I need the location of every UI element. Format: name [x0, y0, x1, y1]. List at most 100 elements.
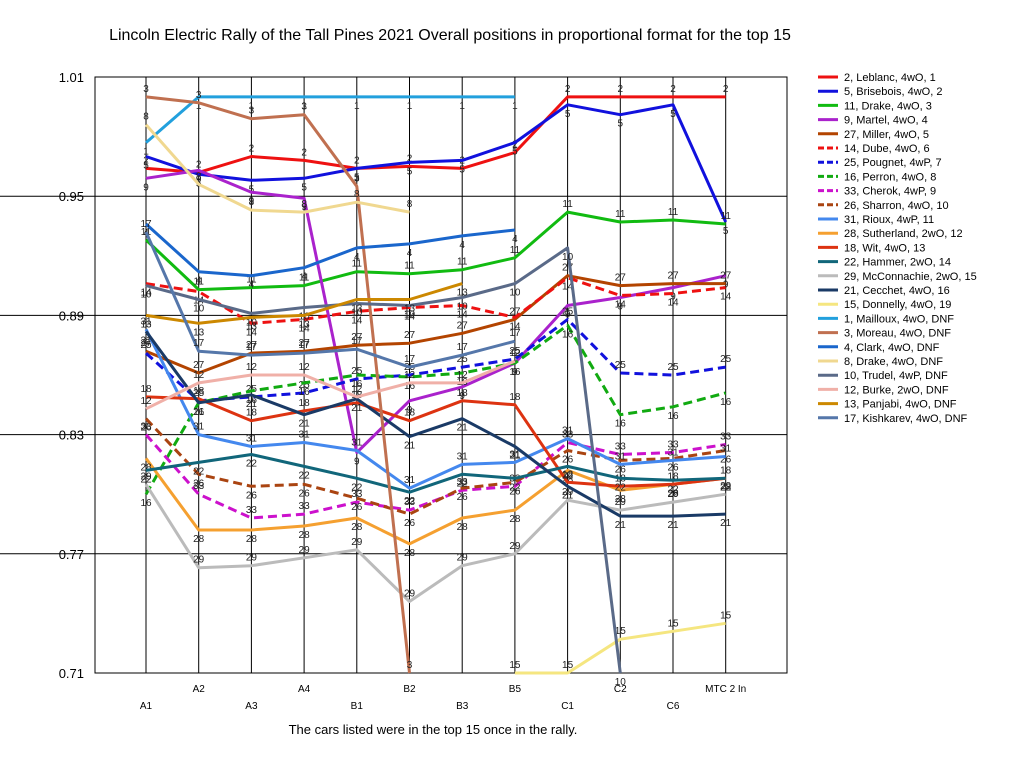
series-22: 22 22 22 22 22 22 22 22 22 22 22 22 — [140, 453, 732, 507]
series-13: 13 13 13 13 13 13 13 — [140, 282, 469, 338]
legend-label: 16, Perron, 4wO, 8 — [844, 171, 936, 183]
x-tick-label: MTC 2 In — [705, 684, 746, 695]
point-label: 3 — [196, 90, 202, 101]
point-label: 11 — [404, 261, 415, 272]
x-tick-label: B5 — [509, 684, 522, 695]
point-label: 21 — [562, 490, 574, 501]
point-label: 31 — [720, 443, 732, 454]
point-label: 13 — [299, 319, 311, 330]
point-label: 25 — [615, 360, 627, 371]
point-label: 33 — [667, 439, 679, 450]
point-label: 16 — [246, 395, 258, 406]
point-label: 1 — [354, 101, 360, 112]
point-label: 9 — [670, 292, 676, 303]
point-label: 33 — [615, 441, 627, 452]
point-label: 22 — [667, 484, 679, 495]
legend-label: 2, Leblanc, 4wO, 1 — [844, 72, 936, 84]
x-tick-label: C1 — [561, 701, 574, 712]
series-line — [145, 246, 622, 674]
point-label: 15 — [720, 610, 732, 621]
series-27: 27 27 27 27 27 27 27 27 27 27 27 27 — [140, 263, 732, 375]
point-label: 31 — [193, 422, 205, 433]
point-label: 29 — [246, 553, 258, 564]
y-tick-label: 0.89 — [59, 308, 84, 323]
point-label: 5 — [512, 147, 518, 158]
point-label: 9 — [618, 302, 624, 313]
legend-label: 26, Sharron, 4wO, 10 — [844, 200, 949, 212]
point-label: 14 — [667, 298, 679, 309]
point-label: 2 — [670, 84, 676, 95]
point-label: 26 — [509, 486, 521, 497]
point-label: 29 — [562, 487, 574, 498]
x-tick-label: B2 — [403, 684, 416, 695]
legend-label: 29, McConnachie, 2wO, 15 — [844, 271, 977, 283]
legend-label: 3, Moreau, 4wO, DNF — [844, 328, 951, 340]
legend-item: 27, Miller, 4wO, 5 — [818, 129, 929, 141]
series-line — [145, 103, 728, 223]
point-label: 33 — [404, 497, 416, 508]
point-label: 18 — [246, 408, 258, 419]
point-label: 33 — [720, 432, 732, 443]
point-label: 4 — [354, 252, 360, 263]
series-17: 17 17 17 17 17 17 17 17 — [140, 219, 521, 369]
legend-label: 4, Clark, 4wO, DNF — [844, 342, 940, 354]
point-label: 33 — [457, 477, 469, 488]
point-label: 29 — [351, 537, 363, 548]
series-line — [514, 621, 726, 675]
series-26: 26 26 26 26 26 26 26 26 26 26 26 26 — [140, 417, 732, 529]
x-tick-label: B1 — [351, 701, 364, 712]
x-tick-label: C6 — [667, 701, 680, 712]
point-label: 10 — [509, 288, 521, 299]
point-label: 1 — [301, 101, 307, 112]
point-label: 15 — [509, 660, 521, 671]
legend-label: 11, Drake, 4wO, 3 — [844, 100, 932, 112]
point-label: 5 — [301, 182, 307, 193]
point-label: 14 — [140, 288, 152, 299]
series-line — [144, 231, 516, 369]
series-line — [144, 483, 726, 603]
legend-label: 8, Drake, 4wO, DNF — [844, 356, 943, 368]
point-label: 3 — [143, 84, 149, 95]
legend-item: 9, Martel, 4wO, 4 — [818, 115, 928, 127]
point-label: 27 — [562, 263, 574, 274]
point-label: 4 — [196, 276, 202, 287]
series-line — [144, 123, 410, 214]
point-label: 12 — [509, 348, 521, 359]
point-label: 10 — [351, 307, 363, 318]
series-31: 31 31 31 31 31 31 31 31 31 31 31 31 — [140, 316, 732, 490]
legend-label: 18, Wit, 4wO, 13 — [844, 242, 925, 254]
point-label: 29 — [299, 545, 311, 556]
point-label: 22 — [457, 478, 469, 489]
point-label: 27 — [299, 338, 311, 349]
point-label: 5 — [670, 109, 676, 120]
legend-label: 22, Hammer, 2wO, 14 — [844, 257, 951, 269]
point-label: 12 — [457, 370, 469, 381]
legend-label: 31, Rioux, 4wP, 11 — [844, 214, 934, 226]
point-label: 11 — [615, 209, 626, 220]
point-label: 28 — [457, 522, 469, 533]
point-label: 10 — [299, 311, 311, 322]
point-label: 25 — [562, 306, 574, 317]
point-label: 29 — [720, 481, 732, 492]
point-label: 1 — [512, 101, 518, 112]
point-label: 28 — [404, 548, 416, 559]
point-label: 10 — [193, 304, 205, 315]
point-label: 15 — [562, 660, 574, 671]
point-label: 29 — [667, 489, 679, 500]
legend-item: 31, Rioux, 4wP, 11 — [818, 214, 934, 226]
legend-item: 13, Panjabi, 4wO, DNF — [818, 399, 957, 411]
point-label: 2 — [354, 155, 360, 166]
point-label: 13 — [457, 288, 469, 299]
legend-item: 22, Hammer, 2wO, 14 — [818, 257, 951, 269]
point-label: 26 — [351, 502, 363, 513]
point-label: 14 — [615, 300, 627, 311]
point-label: 29 — [457, 553, 469, 564]
series-3: 333 333 — [143, 84, 413, 674]
series-line — [145, 359, 516, 411]
point-label: 22 — [299, 470, 311, 481]
y-axis: 0.71 0.77 0.83 0.89 0.95 1.01 — [59, 70, 84, 681]
point-label: 22 — [140, 474, 152, 485]
point-label: 11 — [299, 273, 310, 284]
series-21: 21 21 21 21 21 21 21 21 21 21 21 21 — [140, 330, 732, 531]
point-label: 28 — [351, 522, 363, 533]
